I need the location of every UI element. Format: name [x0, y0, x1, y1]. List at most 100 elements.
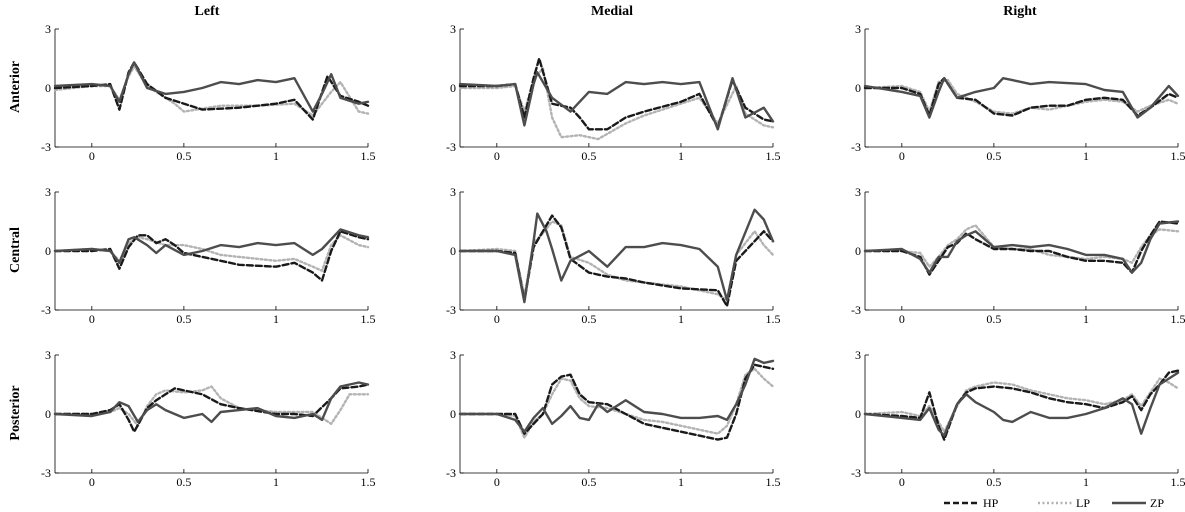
panel-central-left-x-tick-label: 1 [273, 312, 279, 326]
panel-anterior-medial-y-tick-label: -3 [446, 140, 456, 154]
panel-posterior-right-y-tick-label: -3 [851, 466, 861, 480]
panel-anterior-left-x-tick-label: 0.5 [176, 149, 191, 163]
panel-anterior-left-series-hp [53, 61, 370, 121]
panel-anterior-right-x-tick-label: 1 [1083, 149, 1089, 163]
panel-central-right-x-tick-label: 1 [1083, 312, 1089, 326]
panel-anterior-right-y-tick-label: -3 [851, 140, 861, 154]
panel-central-left-x-tick-label: 0 [89, 312, 95, 326]
panel-anterior-medial: -3 0 3 0 0.5 1 1.5 [446, 22, 781, 163]
row-title-central: Central [8, 227, 23, 273]
panel-posterior-left-x-tick-label: 0 [89, 475, 95, 489]
panel-central-right-y-tick-label: 3 [855, 185, 861, 199]
panel-posterior-left-y-tick-label: 0 [45, 407, 51, 421]
panel-posterior-right: -3 0 3 0 0.5 1 1.5 [851, 348, 1185, 489]
panel-central-medial-y-tick-label: 3 [450, 185, 456, 199]
legend-label-zp: ZP [1150, 496, 1164, 510]
panel-posterior-medial: -3 0 3 0 0.5 1 1.5 [446, 348, 781, 489]
panel-posterior-right-series-hp [863, 369, 1180, 441]
panel-central-right-y-tick-label: -3 [851, 303, 861, 317]
panel-central-medial: -3 0 3 0 0.5 1 1.5 [446, 185, 781, 326]
panel-central-left-y-tick-label: 0 [45, 244, 51, 258]
panel-anterior-right: -3 0 3 0 0.5 1 1.5 [851, 22, 1185, 163]
panel-posterior-medial-x-tick-label: 0 [494, 475, 500, 489]
column-title-medial: Medial [591, 4, 633, 19]
row-titles: Anterior Central Posterior [8, 61, 23, 441]
panel-posterior-left-y-tick-label: 3 [45, 348, 51, 362]
panel-central-medial-x-tick-label: 0.5 [581, 312, 596, 326]
panel-anterior-right-y-tick-label: 0 [855, 81, 861, 95]
panel-anterior-left-x-tick-label: 0 [89, 149, 95, 163]
panel-anterior-left-series-zp [53, 61, 370, 113]
panel-anterior-medial-x-tick-label: 0 [494, 149, 500, 163]
panel-posterior-medial-y-tick-label: -3 [446, 466, 456, 480]
panel-central-left-series-hp [53, 230, 370, 282]
panel-posterior-right-x-tick-label: 1 [1083, 475, 1089, 489]
panel-central-medial-y-tick-label: 0 [450, 244, 456, 258]
panel-anterior-right-x-tick-label: 0 [899, 149, 905, 163]
panel-anterior-left-x-tick-label: 1.5 [361, 149, 376, 163]
panel-posterior-left-x-tick-label: 0.5 [176, 475, 191, 489]
panel-posterior-left-x-tick-label: 1 [273, 475, 279, 489]
panel-central-right-x-tick-label: 1.5 [1171, 312, 1185, 326]
panel-anterior-left-y-tick-label: -3 [41, 140, 51, 154]
panel-central-left-x-tick-label: 1.5 [361, 312, 376, 326]
panel-posterior-right-x-tick-label: 0.5 [986, 475, 1001, 489]
panel-anterior-left-x-tick-label: 1 [273, 149, 279, 163]
panel-central-right: -3 0 3 0 0.5 1 1.5 [851, 185, 1185, 326]
panel-posterior-medial-x-tick-label: 1 [678, 475, 684, 489]
panel-anterior-right-x-tick-label: 1.5 [1171, 149, 1185, 163]
legend-label-lp: LP [1076, 496, 1090, 510]
panel-posterior-medial-x-tick-label: 0.5 [581, 475, 596, 489]
panel-posterior-medial-series-lp [458, 367, 775, 439]
row-title-anterior: Anterior [8, 61, 23, 113]
panel-anterior-medial-series-hp [458, 57, 775, 131]
panel-posterior-left: -3 0 3 0 0.5 1 1.5 [41, 348, 376, 489]
panel-central-left-series-lp [53, 234, 370, 272]
panel-anterior-left-y-tick-label: 0 [45, 81, 51, 95]
panel-posterior-right-x-tick-label: 0 [899, 475, 905, 489]
panel-central-left: -3 0 3 0 0.5 1 1.5 [41, 185, 376, 326]
panel-posterior-left-series-hp [53, 383, 370, 433]
panel-central-right-series-zp [863, 220, 1180, 274]
panel-posterior-medial-x-tick-label: 1.5 [766, 475, 781, 489]
panel-anterior-medial-series-zp [458, 71, 775, 131]
panel-anterior-right-y-tick-label: 3 [855, 22, 861, 36]
panel-central-medial-y-tick-label: -3 [446, 303, 456, 317]
panel-posterior-right-x-tick-label: 1.5 [1171, 475, 1185, 489]
panel-central-left-x-tick-label: 0.5 [176, 312, 191, 326]
panel-central-left-y-tick-label: -3 [41, 303, 51, 317]
legend: HP LP ZP [944, 496, 1164, 510]
panel-posterior-right-y-tick-label: 0 [855, 407, 861, 421]
panel-anterior-right-x-tick-label: 0.5 [986, 149, 1001, 163]
column-titles: Left Medial Right [195, 4, 1038, 19]
panel-central-medial-series-zp [458, 208, 775, 304]
panel-central-medial-x-tick-label: 0 [494, 312, 500, 326]
panel-anterior-medial-x-tick-label: 1 [678, 149, 684, 163]
panel-anterior-medial-x-tick-label: 0.5 [581, 149, 596, 163]
panel-central-left-y-tick-label: 3 [45, 185, 51, 199]
panel-anterior-left: -3 0 3 0 0.5 1 1.5 [41, 22, 376, 163]
panel-posterior-medial-series-zp [458, 357, 775, 433]
panel-anterior-medial-y-tick-label: 3 [450, 22, 456, 36]
panel-central-right-series-hp [863, 220, 1180, 276]
panel-posterior-medial-y-tick-label: 0 [450, 407, 456, 421]
panel-central-right-x-tick-label: 0.5 [986, 312, 1001, 326]
panel-posterior-right-y-tick-label: 3 [855, 348, 861, 362]
panel-anterior-left-y-tick-label: 3 [45, 22, 51, 36]
panel-posterior-medial-y-tick-label: 3 [450, 348, 456, 362]
panel-posterior-medial-series-hp [458, 363, 775, 441]
column-title-right: Right [1003, 4, 1037, 19]
panel-central-right-x-tick-label: 0 [899, 312, 905, 326]
row-title-posterior: Posterior [8, 385, 23, 440]
panel-central-medial-x-tick-label: 1 [678, 312, 684, 326]
panel-posterior-left-series-zp [53, 381, 370, 424]
panel-posterior-left-y-tick-label: -3 [41, 466, 51, 480]
column-title-left: Left [195, 4, 220, 19]
panels-grid: -3 0 3 0 0.5 1 1.5 -3 0 3 0 0.5 1 1.5 -3 0 3 0 0.5 1 1.5 -3 0 3… [41, 22, 1185, 489]
panel-posterior-left-x-tick-label: 1.5 [361, 475, 376, 489]
panel-posterior-right-series-zp [863, 371, 1180, 437]
legend-label-hp: HP [983, 496, 999, 510]
panel-anterior-medial-x-tick-label: 1.5 [766, 149, 781, 163]
panel-central-right-y-tick-label: 0 [855, 244, 861, 258]
